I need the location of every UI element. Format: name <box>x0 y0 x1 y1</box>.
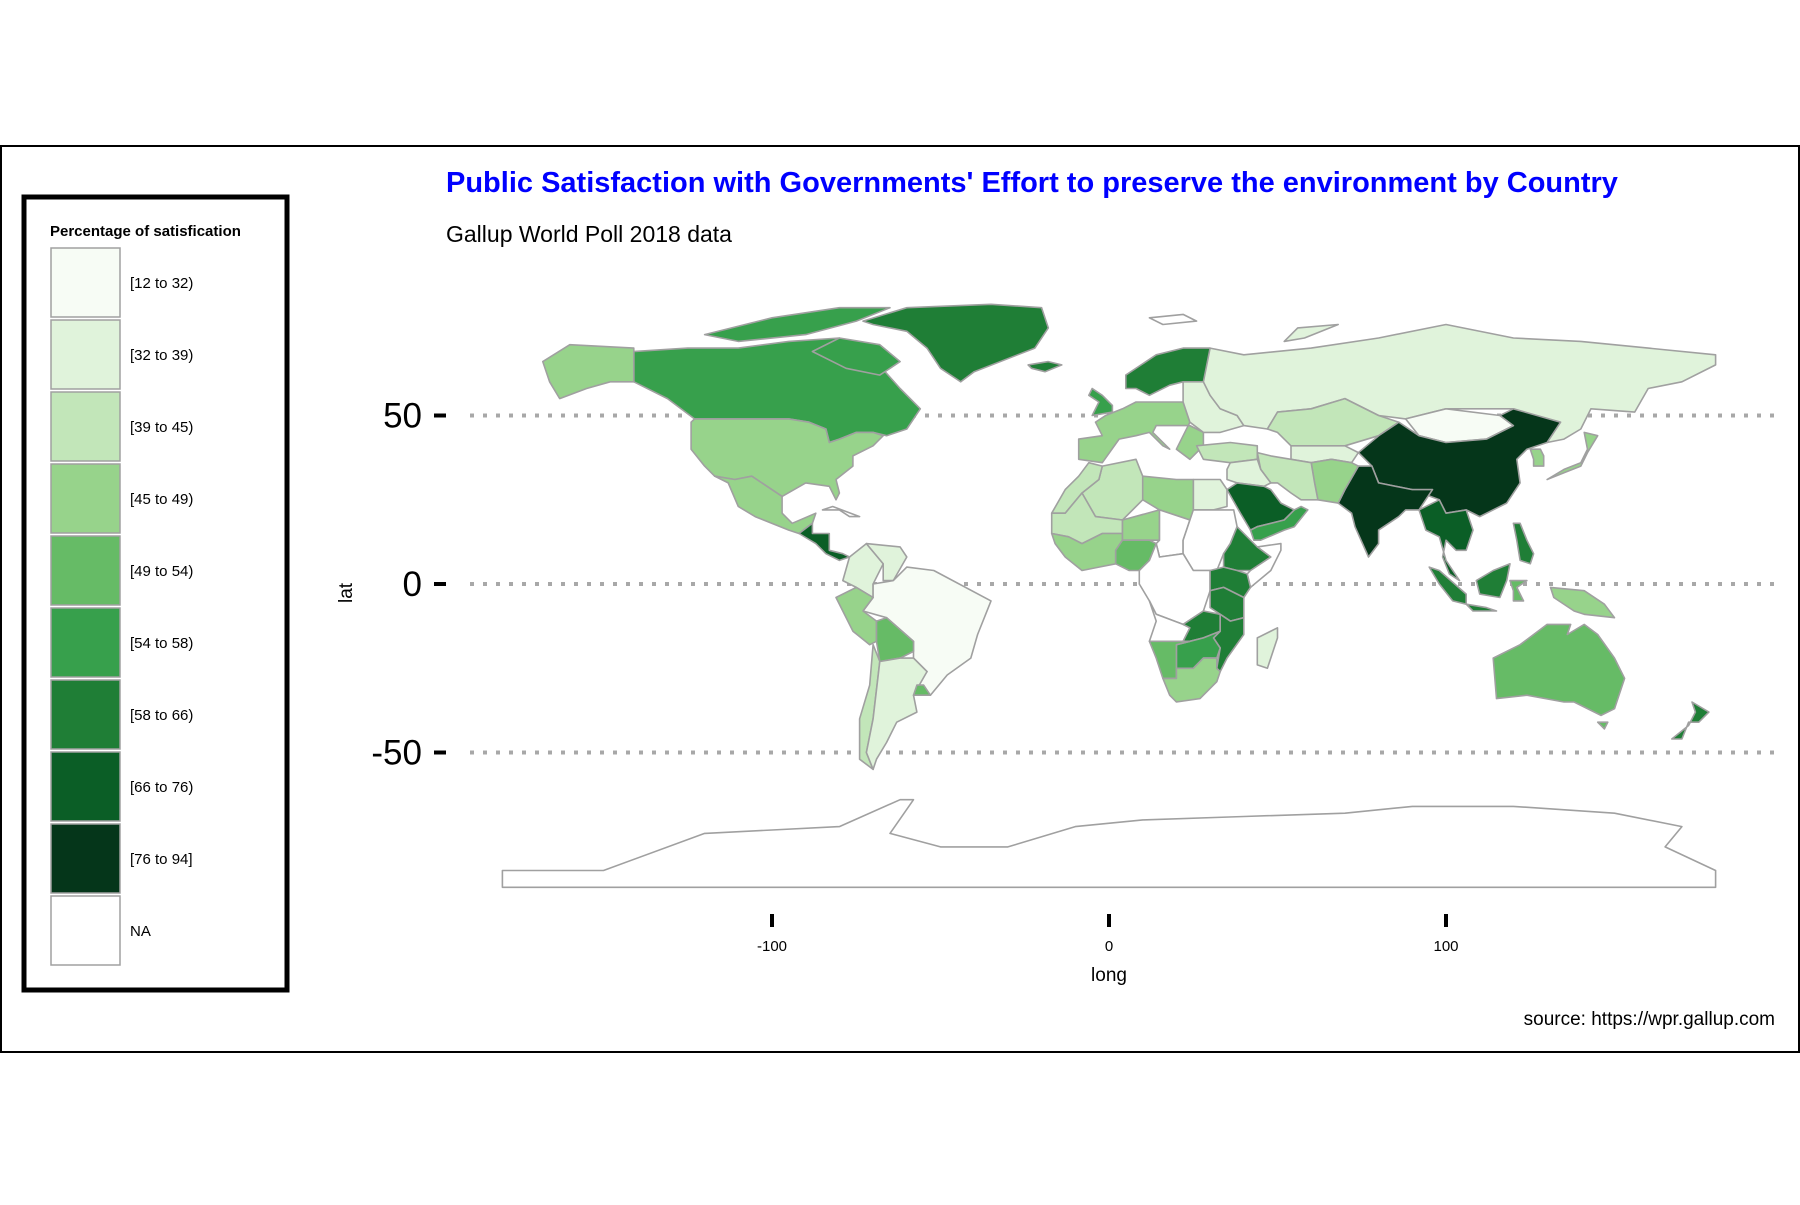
x-axis: -100 0 100 <box>757 914 1459 955</box>
legend: Percentage of satisfication [12 to 32) [3… <box>21 194 290 993</box>
legend-swatch <box>50 391 121 462</box>
country-australia <box>1492 623 1626 717</box>
country-canadian-arctic-islands <box>703 306 891 343</box>
legend-label: [49 to 54) <box>130 563 193 580</box>
country-mexico <box>713 475 817 535</box>
country-egypt <box>1192 478 1228 511</box>
country-europe-west <box>1077 401 1205 464</box>
country-yemen-oman <box>1249 505 1309 541</box>
country-madagascar <box>1256 627 1279 670</box>
country-india <box>1337 465 1434 558</box>
country-baffin-island <box>811 337 901 376</box>
y-tick-label: -50 <box>371 734 422 773</box>
country-southeast-asia <box>1418 499 1474 582</box>
legend-swatch <box>50 319 121 390</box>
legend-swatch <box>50 823 121 894</box>
x-tick-label: 0 <box>1105 938 1113 955</box>
country-china <box>1357 408 1562 518</box>
country-central-america <box>798 522 851 562</box>
country-iceland <box>1027 360 1063 373</box>
country-uruguay <box>912 684 932 696</box>
legend-label: [39 to 45) <box>130 419 193 436</box>
country-south-africa <box>1162 657 1221 703</box>
y-tick-label: 0 <box>403 565 422 604</box>
legend-swatch <box>50 535 121 606</box>
legend-label: [12 to 32) <box>130 275 193 292</box>
country-philippines <box>1512 522 1535 565</box>
legend-swatch <box>50 463 121 534</box>
chart-subtitle: Gallup World Poll 2018 data <box>446 221 732 247</box>
y-axis: 50 0 -50 <box>371 397 446 773</box>
chart-title: Public Satisfaction with Governments' Ef… <box>446 167 1618 199</box>
country-korea <box>1529 448 1545 467</box>
x-tick-label: -100 <box>757 938 787 955</box>
legend-label: [32 to 39) <box>130 347 193 364</box>
map-land <box>501 303 1717 889</box>
legend-swatch <box>50 607 121 678</box>
country-japan <box>1546 431 1599 481</box>
legend-swatch <box>50 679 121 750</box>
country-cuba-caribbean <box>821 505 861 518</box>
legend-swatch <box>50 751 121 822</box>
y-tick-label: 50 <box>383 397 422 436</box>
legend-swatch <box>50 247 121 318</box>
legend-items: [12 to 32) [32 to 39) [39 to 45) [45 to 49)… <box>50 247 193 966</box>
country-tasmania <box>1596 721 1609 730</box>
legend-label: [58 to 66) <box>130 707 193 724</box>
country-greenland <box>862 303 1050 383</box>
country-argentina <box>865 657 928 771</box>
y-axis-label: lat <box>336 582 357 603</box>
legend-label: [54 to 58) <box>130 635 193 652</box>
country-united-kingdom <box>1088 387 1114 417</box>
country-alaska-usa <box>542 343 635 400</box>
x-tick-label: 100 <box>1433 938 1458 955</box>
country-bolivia <box>875 616 915 663</box>
country-antarctica <box>501 798 1717 889</box>
legend-label: [76 to 94] <box>130 851 193 868</box>
source-caption: source: https://wpr.gallup.com <box>1524 1009 1775 1030</box>
country-ethiopia <box>1222 525 1272 572</box>
country-borneo <box>1475 563 1511 599</box>
legend-swatch <box>50 895 121 966</box>
country-new-zealand <box>1671 701 1710 740</box>
country-java <box>1465 603 1498 612</box>
country-sulawesi <box>1509 579 1528 602</box>
legend-label: [66 to 76) <box>130 779 193 796</box>
country-novaya-zemlya <box>1283 323 1339 343</box>
country-svalbard <box>1148 313 1198 326</box>
legend-label: NA <box>130 923 151 940</box>
legend-title: Percentage of satisfication <box>50 223 241 240</box>
x-axis-label: long <box>1091 965 1127 986</box>
country-new-guinea <box>1549 586 1616 619</box>
legend-label: [45 to 49) <box>130 491 193 508</box>
